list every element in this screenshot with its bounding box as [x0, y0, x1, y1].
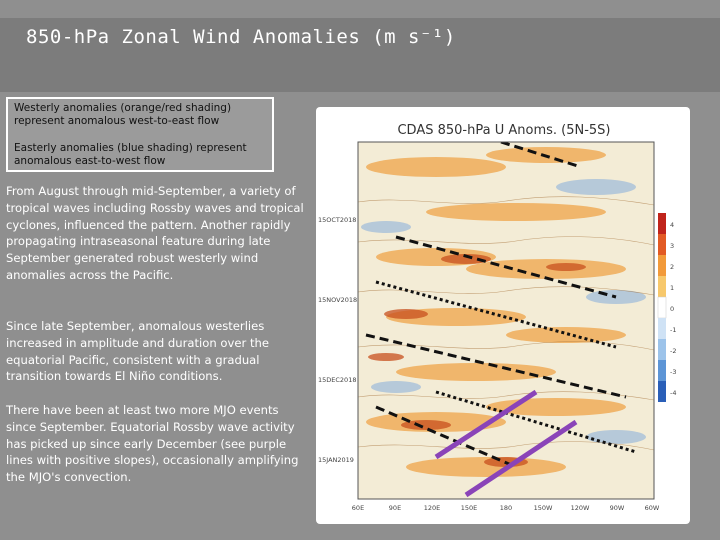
plot-area — [358, 142, 654, 499]
colorbar-labels: 4 3 2 1 0 -1 -2 -3 -4 — [670, 221, 676, 397]
colorbar-label: 1 — [670, 284, 674, 292]
westerly-legend-text: Westerly anomalies (orange/red shading) … — [14, 102, 232, 127]
lon-label-60w: 60W — [645, 504, 660, 512]
mjo-line-6 — [435, 390, 637, 454]
lon-label-60e: 60E — [352, 504, 364, 512]
lon-label-180: 180 — [500, 504, 512, 512]
mjo-line-4 — [365, 333, 627, 399]
slide-title: 850-hPa Zonal Wind Anomalies (m s⁻¹) — [26, 26, 456, 48]
paragraph-mjo-events: There have been at least two more MJO ev… — [6, 403, 299, 485]
lon-label-90w: 90W — [610, 504, 625, 512]
date-label-dec: 15DEC2018 — [318, 376, 356, 384]
lon-label-120e: 120E — [424, 504, 441, 512]
paragraph-tropical-waves: From August through mid-September, a var… — [6, 184, 304, 282]
date-label-nov: 15NOV2018 — [318, 296, 357, 304]
colorbar-label: 3 — [670, 242, 674, 250]
mjo-line-5 — [375, 405, 517, 469]
colorbar-label: 4 — [670, 221, 674, 229]
date-axis: 15OCT2018 15NOV2018 15DEC2018 15JAN2019 — [318, 216, 357, 464]
paragraph-westerlies: Since late September, anomalous westerli… — [6, 319, 269, 384]
mjo-line-2 — [395, 235, 617, 299]
figure-title: CDAS 850-hPa U Anoms. (5N-5S) — [397, 123, 610, 138]
legend-box: Westerly anomalies (orange/red shading) … — [6, 97, 274, 172]
lon-label-150e: 150E — [461, 504, 478, 512]
easterly-legend-text: Easterly anomalies (blue shading) repres… — [14, 142, 247, 167]
date-label-oct: 15OCT2018 — [318, 216, 356, 224]
colorbar-label: 2 — [670, 263, 674, 271]
lon-label-120w: 120W — [571, 504, 590, 512]
colorbar-label: -4 — [670, 389, 676, 397]
colorbar-label: -2 — [670, 347, 676, 355]
mjo-lines — [365, 142, 637, 469]
rossby-line-2 — [464, 419, 578, 498]
colorbar-label: 0 — [670, 305, 674, 313]
colorbar-label: -3 — [670, 368, 676, 376]
strong-westerly-shading — [368, 254, 586, 467]
title-band — [0, 18, 720, 92]
rossby-lines — [434, 389, 578, 498]
colorbar — [657, 213, 667, 402]
lon-label-150w: 150W — [534, 504, 553, 512]
hovmoller-figure: CDAS 850-hPa U Anoms. (5N-5S) — [316, 107, 690, 524]
date-label-jan: 15JAN2019 — [318, 456, 354, 464]
longitude-axis: 60E 90E 120E 150E 180 150W 120W 90W 60W — [352, 504, 660, 512]
colorbar-label: -1 — [670, 326, 676, 334]
rossby-line-1 — [434, 389, 538, 460]
hovmoller-svg: CDAS 850-hPa U Anoms. (5N-5S) — [318, 123, 676, 512]
lon-label-90e: 90E — [389, 504, 401, 512]
